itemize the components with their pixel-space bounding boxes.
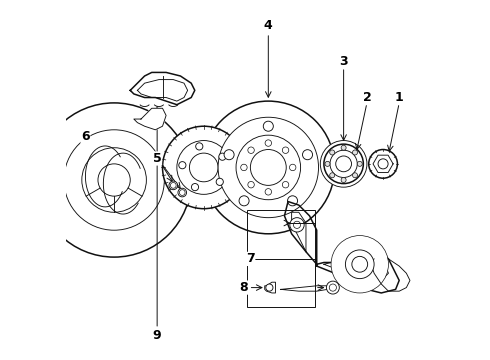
Circle shape [294, 221, 300, 228]
Text: 5: 5 [153, 152, 162, 165]
Circle shape [64, 130, 164, 230]
Circle shape [202, 101, 335, 234]
Circle shape [248, 181, 254, 188]
Circle shape [98, 164, 130, 196]
Circle shape [248, 147, 254, 153]
Circle shape [325, 161, 330, 166]
Circle shape [82, 148, 147, 212]
Text: 4: 4 [264, 19, 272, 32]
Circle shape [177, 140, 231, 194]
Circle shape [320, 140, 367, 187]
Circle shape [357, 161, 362, 166]
Circle shape [331, 235, 389, 293]
Circle shape [352, 256, 368, 272]
Circle shape [330, 150, 357, 177]
Circle shape [241, 164, 247, 171]
Circle shape [37, 103, 191, 257]
Circle shape [196, 143, 203, 150]
Circle shape [265, 140, 271, 146]
Circle shape [324, 144, 364, 184]
Circle shape [236, 135, 300, 200]
Circle shape [282, 181, 289, 188]
Circle shape [352, 150, 358, 155]
Circle shape [192, 184, 198, 191]
Circle shape [266, 284, 273, 291]
Circle shape [216, 178, 223, 185]
Circle shape [169, 181, 177, 190]
Circle shape [341, 145, 346, 150]
Circle shape [302, 150, 313, 160]
Circle shape [336, 156, 351, 172]
Circle shape [288, 196, 297, 206]
Text: 9: 9 [153, 329, 161, 342]
Text: 7: 7 [246, 252, 255, 265]
Text: 8: 8 [240, 281, 248, 294]
Circle shape [330, 150, 335, 155]
Circle shape [239, 196, 249, 206]
Circle shape [352, 173, 358, 178]
Circle shape [263, 121, 273, 131]
Circle shape [345, 250, 374, 279]
Circle shape [179, 162, 186, 169]
Circle shape [224, 150, 234, 160]
Circle shape [190, 153, 218, 182]
Circle shape [378, 159, 388, 169]
Text: 1: 1 [395, 91, 404, 104]
Circle shape [330, 173, 335, 178]
Circle shape [326, 281, 339, 294]
Circle shape [329, 284, 337, 291]
Circle shape [337, 241, 383, 288]
Text: 3: 3 [339, 55, 348, 68]
Circle shape [341, 177, 346, 183]
Circle shape [290, 218, 304, 232]
Text: 6: 6 [81, 130, 90, 144]
Bar [247, 211, 315, 307]
Circle shape [290, 164, 296, 171]
Circle shape [219, 153, 226, 160]
Circle shape [265, 189, 271, 195]
Text: 2: 2 [363, 91, 371, 104]
Circle shape [178, 188, 187, 197]
Circle shape [250, 149, 286, 185]
Circle shape [163, 126, 245, 209]
Circle shape [218, 117, 318, 218]
Circle shape [368, 149, 397, 178]
Circle shape [282, 147, 289, 153]
Polygon shape [134, 108, 166, 130]
